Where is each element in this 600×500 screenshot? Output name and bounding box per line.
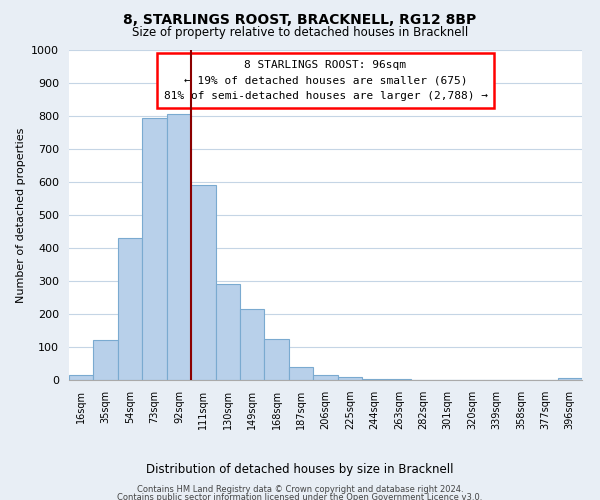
Text: Contains HM Land Registry data © Crown copyright and database right 2024.: Contains HM Land Registry data © Crown c… — [137, 485, 463, 494]
Bar — [142, 118, 167, 380]
Text: Contains public sector information licensed under the Open Government Licence v3: Contains public sector information licen… — [118, 493, 482, 500]
Bar — [167, 114, 191, 380]
Bar — [557, 378, 582, 380]
Bar — [191, 186, 215, 380]
Bar — [118, 238, 142, 380]
Bar — [240, 309, 265, 380]
Text: Distribution of detached houses by size in Bracknell: Distribution of detached houses by size … — [146, 462, 454, 475]
Text: 8, STARLINGS ROOST, BRACKNELL, RG12 8BP: 8, STARLINGS ROOST, BRACKNELL, RG12 8BP — [124, 12, 476, 26]
Bar — [289, 367, 313, 380]
Bar — [362, 379, 386, 380]
Y-axis label: Number of detached properties: Number of detached properties — [16, 128, 26, 302]
Bar — [265, 339, 289, 380]
Bar — [215, 284, 240, 380]
Bar — [94, 340, 118, 380]
Bar — [338, 378, 362, 380]
Bar — [69, 375, 94, 380]
Text: Size of property relative to detached houses in Bracknell: Size of property relative to detached ho… — [132, 26, 468, 39]
Text: 8 STARLINGS ROOST: 96sqm
← 19% of detached houses are smaller (675)
81% of semi-: 8 STARLINGS ROOST: 96sqm ← 19% of detach… — [163, 60, 487, 101]
Bar — [313, 375, 338, 380]
